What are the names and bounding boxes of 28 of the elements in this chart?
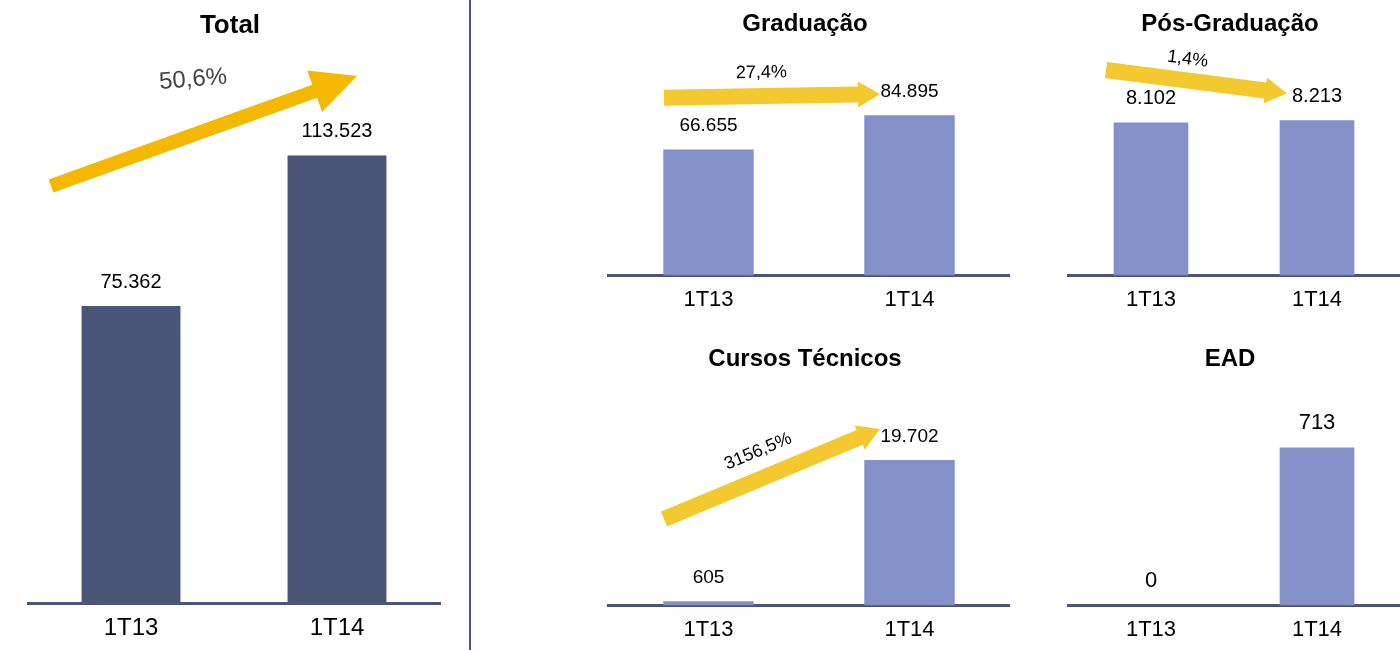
x-tick-label: 1T13 bbox=[683, 615, 734, 641]
data-label: 8.102 bbox=[1125, 85, 1177, 108]
chart-title: Graduação bbox=[742, 9, 868, 37]
data-label: 605 bbox=[692, 565, 725, 587]
data-label: 0 bbox=[1144, 566, 1158, 592]
x-tick-label: 1T13 bbox=[103, 613, 159, 641]
data-label: 75.362 bbox=[100, 269, 162, 292]
data-label: 713 bbox=[1298, 408, 1336, 434]
data-label: 8.213 bbox=[1291, 83, 1343, 106]
chart-title: EAD bbox=[1204, 344, 1256, 372]
text: 27,4% bbox=[735, 61, 787, 83]
data-label: 66.655 bbox=[679, 114, 738, 136]
chart-title: Cursos Técnicos bbox=[708, 344, 902, 372]
chart-title: Total bbox=[199, 8, 261, 39]
text: 1,4% bbox=[1166, 45, 1210, 71]
data-label: 84.895 bbox=[880, 79, 939, 101]
x-tick-label: 1T13 bbox=[683, 285, 734, 311]
x-tick-label: 1T13 bbox=[1125, 285, 1177, 311]
x-tick-label: 1T14 bbox=[1291, 615, 1343, 641]
text: 50,6% bbox=[157, 61, 228, 94]
data-label: 113.523 bbox=[301, 119, 373, 142]
x-tick-label: 1T14 bbox=[884, 615, 935, 641]
data-label: 19.702 bbox=[880, 424, 939, 446]
chart-title: Pós-Graduação bbox=[1141, 9, 1319, 37]
x-tick-label: 1T14 bbox=[309, 613, 365, 641]
x-tick-label: 1T14 bbox=[884, 285, 935, 311]
x-tick-label: 1T14 bbox=[1291, 285, 1343, 311]
x-tick-label: 1T13 bbox=[1125, 615, 1177, 641]
